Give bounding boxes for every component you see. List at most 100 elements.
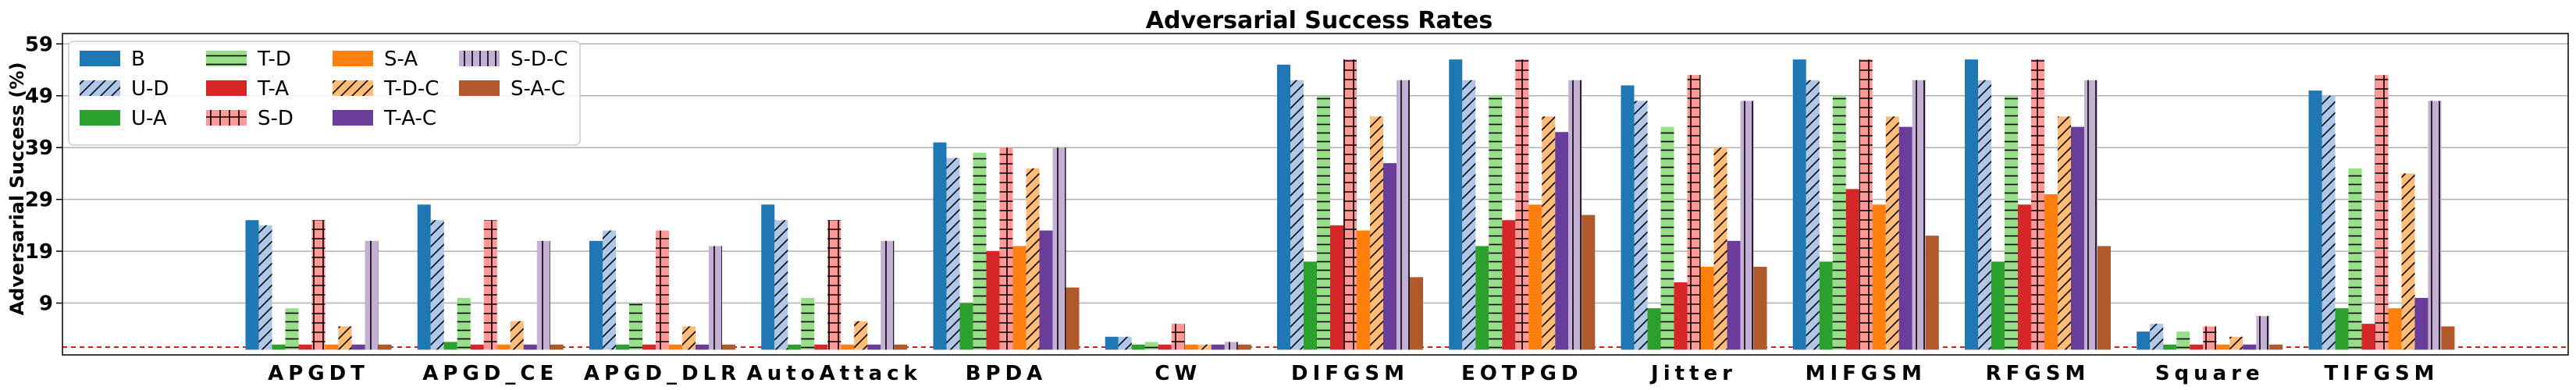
bar-hatch [1660, 126, 1674, 350]
y-tick-label: 9 [39, 292, 53, 316]
x-tick-label: APGD_CE [422, 362, 558, 385]
bar-hatch [854, 321, 868, 350]
bar-hatch [2031, 59, 2044, 350]
bar-hatch [483, 220, 497, 350]
bar [959, 303, 973, 350]
bar [2361, 324, 2375, 350]
legend-swatch-hatch [333, 80, 373, 96]
bar-hatch [2058, 116, 2071, 350]
bar [272, 344, 286, 350]
legend-swatch [333, 51, 373, 66]
bar [1965, 59, 1978, 350]
bar [2216, 344, 2230, 350]
bar [1753, 267, 1767, 350]
bar [2243, 344, 2257, 350]
bar-hatch [1687, 75, 1701, 350]
legend-swatch-hatch [80, 80, 120, 96]
legend-label: B [131, 48, 145, 71]
bar [470, 344, 484, 350]
bar-hatch [1144, 342, 1158, 350]
bar [2190, 344, 2204, 350]
bar-hatch [430, 220, 444, 350]
bar-hatch [2256, 316, 2270, 350]
y-tick-label: 59 [25, 33, 53, 56]
bar [1184, 344, 1198, 350]
bar [1845, 189, 1859, 350]
bar [1555, 132, 1569, 350]
bar [245, 220, 259, 350]
x-tick-label: MIFGSM [1806, 362, 1927, 385]
bar [2414, 297, 2428, 350]
bar [589, 240, 603, 350]
bar-hatch [603, 230, 616, 350]
bar [443, 342, 457, 350]
bar [1357, 230, 1370, 350]
bar-hatch [2150, 324, 2164, 350]
bar [2071, 126, 2084, 350]
x-tick-label: Square [2155, 362, 2265, 385]
bar-hatch [1370, 116, 1383, 350]
bar-hatch [1171, 324, 1185, 350]
bar [2137, 332, 2151, 350]
bar-hatch [1026, 168, 1040, 350]
legend-swatch [80, 51, 120, 66]
bar [788, 344, 802, 350]
bar [1383, 163, 1397, 350]
bar [1925, 236, 1939, 350]
bar [1872, 204, 1886, 350]
bar [1410, 277, 1423, 350]
legend-label: T-A-C [383, 107, 436, 130]
bar [1674, 282, 1688, 350]
y-tick-label: 39 [25, 136, 53, 160]
bar [1621, 85, 1635, 350]
bar [616, 344, 629, 350]
bar-hatch [1568, 80, 1582, 350]
y-tick-label: 29 [25, 189, 53, 212]
legend-swatch [333, 110, 373, 126]
legend-label: T-D-C [383, 77, 439, 101]
bar [933, 142, 947, 350]
legend-label: T-D [257, 48, 291, 71]
bar-hatch [1542, 116, 1556, 350]
bar [1700, 267, 1714, 350]
bar [2335, 308, 2349, 350]
bar-hatch [1978, 80, 1991, 350]
bar [2097, 246, 2111, 350]
legend-label: S-D-C [511, 48, 568, 71]
bar [814, 344, 828, 350]
bar [523, 344, 537, 350]
bar-hatch [2348, 168, 2362, 350]
bar-hatch [1197, 344, 1212, 350]
bar [1158, 344, 1172, 350]
bar [1898, 126, 1912, 350]
legend-label: S-D [258, 107, 294, 130]
bar-hatch [2176, 332, 2190, 350]
bar-hatch [2005, 95, 2018, 350]
bar [2044, 194, 2058, 350]
bar-hatch [946, 158, 960, 350]
plot-frame [62, 33, 2569, 356]
bar-hatch [1224, 342, 1238, 350]
bar [2441, 326, 2455, 350]
legend-swatch-hatch [206, 51, 247, 66]
bar [1647, 308, 1661, 350]
bar [761, 204, 775, 350]
bar-hatch [881, 240, 895, 350]
chart-title: Adversarial Success Rates [1146, 7, 1493, 34]
bar-hatch [1343, 59, 1357, 350]
bar-hatch [365, 240, 379, 350]
bar [1792, 59, 1806, 350]
bar-hatch [1397, 80, 1410, 350]
y-tick-label: 19 [25, 240, 53, 264]
legend-box [68, 41, 581, 146]
bar [1131, 344, 1145, 350]
bar [1475, 246, 1489, 350]
legend-label: T-A [257, 77, 289, 101]
x-tick-label: DIFGSM [1291, 362, 1409, 385]
bar-hatch [682, 326, 696, 350]
bar-hatch [629, 303, 642, 350]
bar [669, 344, 682, 350]
bar [722, 344, 735, 350]
bar-hatch [1515, 59, 1529, 350]
